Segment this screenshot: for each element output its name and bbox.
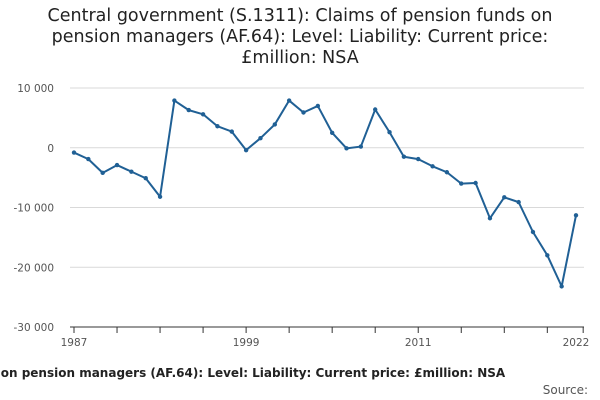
data-point[interactable] [200,112,206,117]
data-point[interactable] [114,162,120,168]
data-point[interactable] [516,199,521,205]
data-point[interactable] [286,98,292,103]
x-tick-label: 1999 [233,337,260,349]
y-tick-label: -10 000 [13,203,54,215]
data-point[interactable] [229,129,234,134]
data-point[interactable] [215,124,220,129]
chart-title-line-3: £million: NSA [241,48,359,68]
y-tick-label: 10 000 [17,83,54,95]
data-point[interactable] [272,122,277,127]
x-tick-label: 2022 [563,337,590,349]
data-point[interactable] [459,181,464,186]
chart-title: Central government (S.1311): Claims of p… [0,6,600,69]
x-axis-labels: 1987 1999 2011 2022 [61,337,590,349]
data-point[interactable] [172,98,177,103]
source-label: Source: [542,383,588,397]
data-point[interactable] [129,169,134,174]
data-point[interactable] [444,170,450,175]
data-point[interactable] [502,195,507,200]
data-point[interactable] [473,180,478,186]
legend-entry: Central government (S.1311): Claims of p… [0,366,506,380]
y-tick-label: 0 [47,143,54,155]
chart-title-line-1: Central government (S.1311): Claims of p… [47,6,553,26]
series-layer [71,98,579,289]
data-point[interactable] [243,147,249,153]
data-point[interactable] [573,213,579,218]
data-point[interactable] [71,150,77,155]
data-point[interactable] [301,110,306,115]
data-point[interactable] [545,253,550,258]
y-tick-label: -20 000 [13,262,54,274]
data-point[interactable] [559,284,564,289]
data-point[interactable] [329,130,335,136]
data-point[interactable] [186,107,191,113]
series-line [73,99,577,288]
data-point[interactable] [143,176,148,181]
data-point[interactable] [401,154,407,159]
data-point[interactable] [416,156,421,162]
data-point[interactable] [315,103,321,109]
data-point[interactable] [487,216,493,221]
y-tick-label: -30 000 [13,322,54,334]
data-point[interactable] [157,194,163,199]
data-point[interactable] [373,107,378,112]
x-tick-label: 1987 [61,337,88,349]
x-axis [70,326,584,333]
data-point[interactable] [530,229,536,235]
data-point[interactable] [100,170,105,176]
data-point[interactable] [86,156,91,162]
y-axis-labels: 10 000 0 -10 000 -20 000 -30 000 [13,83,54,334]
x-tick-label: 2011 [405,337,432,349]
data-point[interactable] [358,144,364,149]
data-point[interactable] [344,146,349,151]
chart-title-line-2: pension managers (AF.64): Level: Liabili… [51,27,549,47]
data-point[interactable] [430,164,435,169]
data-point[interactable] [258,135,263,141]
data-point[interactable] [387,130,392,135]
